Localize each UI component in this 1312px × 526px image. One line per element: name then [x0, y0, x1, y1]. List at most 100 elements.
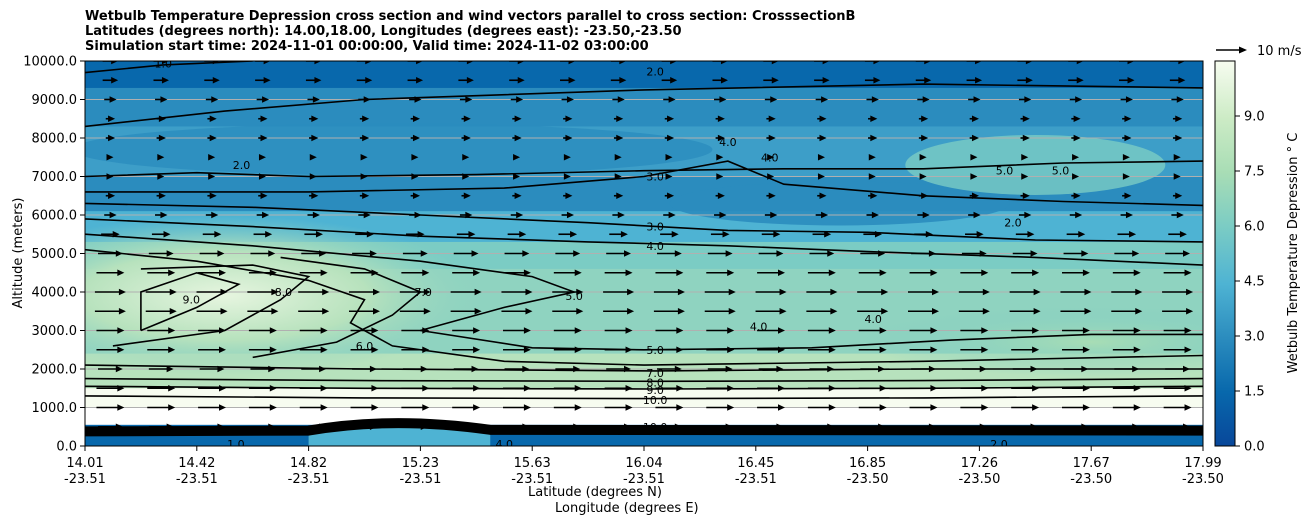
wind-vector-head	[263, 61, 271, 65]
wind-vector-head	[258, 154, 266, 161]
wind-vector-head	[616, 115, 624, 122]
wind-vector-9-7	[453, 250, 479, 257]
wind-vector-8-14	[807, 269, 836, 276]
contour-label-17: 6.0	[356, 340, 374, 353]
wind-vector-11-21	[1171, 211, 1184, 219]
x-tick-label-lon-10: -23.50	[1182, 472, 1224, 487]
contour_4	[85, 218, 1203, 266]
wind-vector-head	[106, 154, 114, 161]
wind-vector-head	[768, 134, 776, 142]
wind-vector-10-3	[253, 231, 273, 238]
wind-vector-head	[258, 173, 266, 180]
wind-vector-head	[218, 404, 226, 411]
wind-vector-14-1	[157, 154, 165, 161]
wind-vector-head	[822, 77, 830, 84]
wind-vector-0-6	[402, 423, 428, 430]
wind-vector-19-5	[356, 61, 373, 65]
wind-vector-head	[727, 404, 735, 411]
wind-vector-17-6	[409, 96, 422, 103]
wind-vector-head	[320, 385, 328, 392]
wind-vector-head	[1178, 61, 1186, 65]
wind-vector-13-4	[309, 173, 317, 180]
wind-vector-head	[617, 96, 625, 103]
wind-vector-16-16	[918, 115, 929, 122]
wind-vector-4-1	[147, 346, 176, 353]
wind-vector-16-12	[715, 115, 725, 122]
wind-vector-head	[1081, 423, 1089, 430]
wind-vector-head	[1173, 154, 1181, 161]
colorbar-tick-label-1: 1.5	[1244, 385, 1265, 400]
wind-vector-1-19	[1062, 404, 1090, 411]
wind-vector-head	[979, 250, 987, 257]
wind-vector-8-7	[452, 269, 481, 276]
wind-vector-head	[268, 250, 276, 257]
wind-vector-15-11	[664, 134, 675, 142]
wind-vector-head	[522, 423, 530, 430]
wind-vector-6-10	[603, 308, 635, 315]
wind-vector-8-12	[706, 269, 735, 276]
wind-vector-9-5	[352, 250, 377, 257]
wind-vector-head	[260, 134, 268, 142]
wind-vector-3-5	[352, 365, 377, 373]
wind-vector-head	[369, 365, 377, 373]
wind-vector-head	[112, 231, 120, 238]
wind-vector-18-15	[864, 77, 881, 84]
wind-vector-15-3	[258, 134, 268, 142]
wind-vector-head	[262, 96, 270, 103]
wind-vector-8-16	[909, 269, 938, 276]
wind-vector-head	[115, 250, 123, 257]
wind-vector-19-17	[966, 61, 983, 65]
wind-vector-12-9	[563, 192, 573, 199]
wind-vector-head	[676, 404, 684, 411]
wind-vector-head	[670, 77, 678, 84]
wind-vector-head	[614, 154, 622, 161]
contour_10	[85, 395, 1203, 400]
wind-vector-12-7	[461, 192, 471, 199]
wind-vector-8-6	[401, 269, 430, 276]
wind-vector-head	[1127, 77, 1135, 84]
contour-label-3: 4.0	[719, 136, 737, 149]
wind-vector-3-1	[148, 365, 174, 373]
wind-vector-head	[471, 423, 479, 430]
contour-label-10: 2.0	[1004, 217, 1022, 230]
contour_1	[85, 61, 253, 74]
x-tick-label-lat-10: 17.99	[1184, 456, 1221, 471]
wind-vector-18-17	[966, 77, 983, 84]
wind-vector-head	[676, 346, 684, 353]
wind-vector-head	[412, 134, 420, 142]
wind-vector-17-20	[1120, 96, 1133, 103]
wind-vector-17-5	[358, 96, 371, 103]
fill-core-right	[861, 307, 1203, 378]
wind-vector-18-18	[1017, 77, 1033, 84]
wind-vector-head	[263, 77, 271, 84]
wind-vector-5-12	[706, 327, 735, 334]
wind-vector-head	[819, 115, 827, 122]
wind-vector-17-17	[968, 96, 981, 103]
wind-vector-18-7	[458, 77, 474, 84]
wind-vector-head	[366, 231, 374, 238]
wind-vector-17-10	[612, 96, 625, 103]
wind-vector-head	[1179, 231, 1187, 238]
x-tick-label-lat-6: 16.45	[737, 456, 774, 471]
colorbar-tick-label-3: 4.5	[1244, 275, 1265, 290]
wind-vector-14-16	[919, 154, 927, 161]
wind-vector-1-8	[503, 404, 531, 411]
wind-vector-head	[462, 173, 470, 180]
contour-label-11: 9.0	[182, 294, 200, 307]
wind-vector-head	[971, 115, 979, 122]
wind-vector-head	[1022, 115, 1030, 122]
contour-label-16: 4.0	[864, 313, 882, 326]
wind-vector-head	[416, 77, 424, 84]
wind-vector-head	[1184, 269, 1192, 276]
wind-vector-17-4	[307, 96, 320, 103]
wind-vector-head	[412, 192, 420, 199]
wind-vector-head	[517, 77, 525, 84]
wind-vector-head	[362, 115, 370, 122]
wind-vector-3-4	[301, 365, 327, 373]
wind-vector-head	[1032, 385, 1040, 392]
wind-vector-head	[311, 115, 319, 122]
wind-vector-head	[314, 61, 322, 65]
wind-vector-17-3	[256, 96, 270, 103]
wind-vector-head	[160, 211, 168, 219]
wind-vector-3-18	[1012, 365, 1038, 373]
